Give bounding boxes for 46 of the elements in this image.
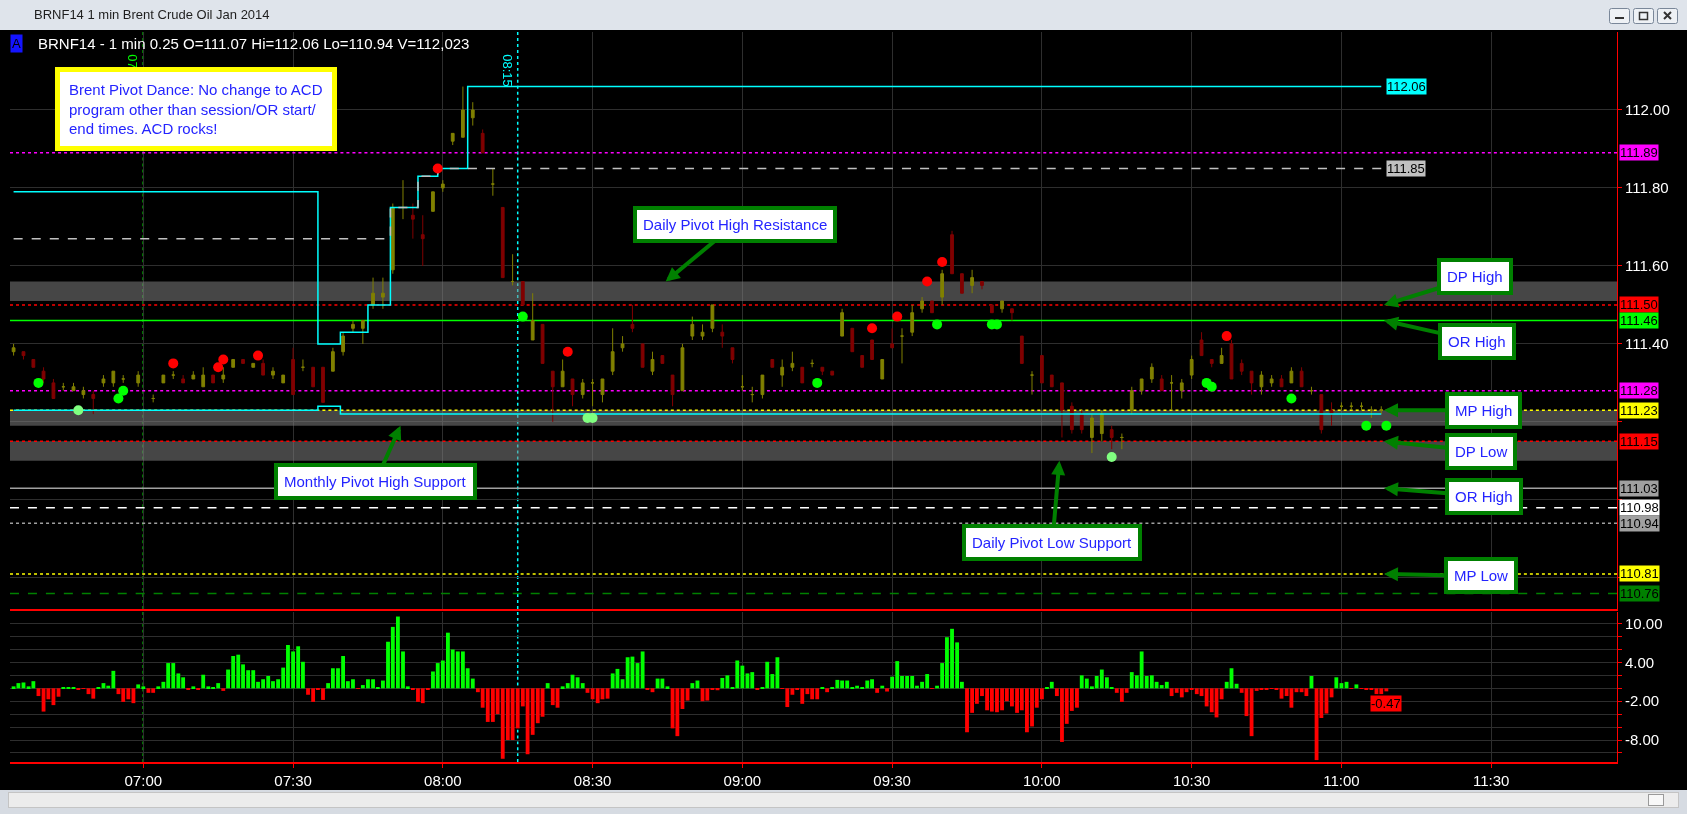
y-tick-label: -8.00 <box>1625 731 1660 749</box>
annotation: DP Low <box>1455 443 1508 460</box>
ref-line-label: 111.23 <box>1620 403 1658 418</box>
chart-title: BRNF14 1 min Brent Crude Oil Jan 2014 <box>34 7 270 22</box>
data-label: 112.06 <box>1387 79 1426 94</box>
ref-line-label: 111.89 <box>1620 145 1658 160</box>
ref-line-label: 110.81 <box>1620 566 1659 581</box>
annotation: Brent Pivot Dance: No change to ACD program other than session/OR start/ end times. ACD rocks! <box>69 81 323 137</box>
x-tick-label: 07:30 <box>274 771 312 789</box>
x-tick-label: 10:00 <box>1023 771 1061 789</box>
x-tick-label: 08:00 <box>424 771 462 789</box>
x-tick-label: 11:00 <box>1323 771 1360 789</box>
ref-line-label: 111.50 <box>1620 297 1658 312</box>
annotation: OR High <box>1448 333 1506 350</box>
ref-line-label: 111.46 <box>1620 313 1658 328</box>
ref-line-label: 111.28 <box>1620 383 1658 398</box>
ref-line-label: 110.76 <box>1620 586 1659 601</box>
chart-subtitle: BRNF14 - 1 min 0.25 O=111.07 Hi=112.06 Lo=110.94 V=112,023 <box>38 35 470 52</box>
annotation: A <box>12 36 21 51</box>
x-tick-label: 10:30 <box>1172 771 1211 789</box>
ref-line-label: 111.15 <box>1620 434 1658 449</box>
x-tick-label: 07:00 <box>124 771 163 789</box>
y-tick-label: 112.00 <box>1625 101 1670 119</box>
ref-line-label: 08:15 <box>499 54 515 87</box>
y-tick-label: 111.40 <box>1625 335 1669 353</box>
ref-line-label: 111.03 <box>1620 481 1658 496</box>
y-tick-label: 4.00 <box>1625 653 1655 671</box>
annotation: MP Low <box>1454 567 1509 584</box>
ref-line-label: 110.98 <box>1620 500 1659 515</box>
annotation: MP High <box>1455 402 1513 419</box>
x-tick-label: 09:30 <box>873 771 911 789</box>
y-tick-label: 111.60 <box>1625 257 1669 275</box>
band-label: Daily Pivot Low Support <box>972 534 1133 551</box>
band-label: Daily Pivot High Resistance <box>643 216 828 233</box>
x-tick-label: 08:30 <box>573 771 612 789</box>
ref-line-label: 110.94 <box>1620 516 1659 531</box>
annotation: DP High <box>1447 268 1503 285</box>
annotation: OR High <box>1455 488 1513 505</box>
x-tick-label: 09:00 <box>723 771 762 789</box>
y-tick-label: -2.00 <box>1625 692 1660 710</box>
data-label: 111.85 <box>1387 161 1425 176</box>
x-tick-label: 11:30 <box>1472 771 1510 789</box>
band-label: Monthly Pivot High Support <box>284 473 467 490</box>
data-label: -0.47 <box>1371 696 1401 711</box>
y-tick-label: 111.80 <box>1625 179 1669 197</box>
y-tick-label: 10.00 <box>1625 614 1663 632</box>
